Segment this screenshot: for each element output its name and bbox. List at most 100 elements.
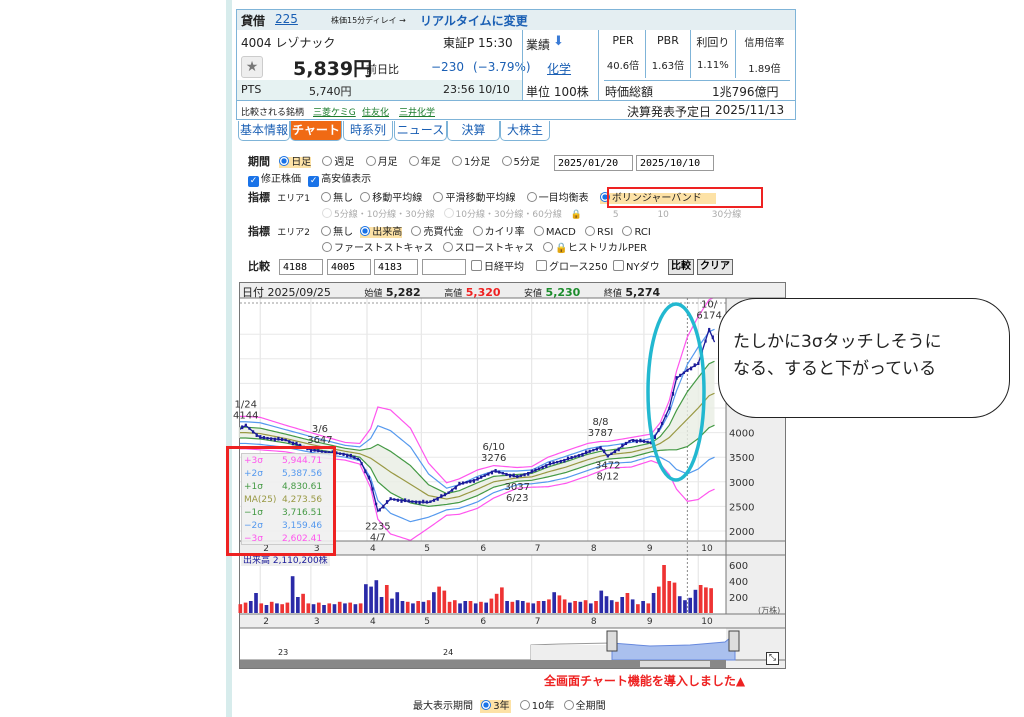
area2-macd[interactable]: MACD — [533, 226, 576, 238]
compare-link-mitsui[interactable]: 三井化学 — [399, 108, 436, 118]
max-period-10y[interactable]: 10年 — [519, 700, 554, 712]
volume-bar — [337, 601, 342, 613]
end-date-input[interactable] — [636, 155, 714, 171]
price-annotation: 3276 — [481, 453, 506, 464]
period-row: 期間 日足 週足 月足 年足 1分足 5分足 — [248, 155, 741, 173]
area2-rsi[interactable]: RSI — [585, 226, 613, 238]
compare-button[interactable]: 比較 — [668, 259, 694, 275]
price-annotation: 3472 — [595, 461, 620, 472]
navigator-left-handle — [606, 630, 618, 652]
area2-volume[interactable]: 出来高 — [360, 226, 403, 238]
compare-code-4[interactable] — [422, 259, 466, 275]
volume-bar — [395, 592, 400, 613]
bb-legend-label: +3σ — [244, 456, 263, 466]
favorite-star-button[interactable]: ★ — [241, 56, 263, 78]
tab-basic-info[interactable]: 基本情報 — [238, 121, 290, 141]
volume-bar — [609, 600, 614, 613]
volume-bar — [437, 586, 441, 613]
navigator-selection — [611, 632, 736, 661]
compare-code-2[interactable] — [327, 259, 371, 275]
y-tick-label: 2000 — [729, 527, 754, 538]
area1-sma[interactable]: 移動平均線 — [360, 192, 422, 204]
volume-bar — [615, 601, 619, 613]
area2-slow-stochastic[interactable]: スローストキャス — [442, 242, 534, 254]
area2-none[interactable]: 無し — [321, 226, 353, 238]
bb-legend-row: +2σ 5,387.56 — [244, 468, 332, 481]
tab-earnings[interactable]: 決算 — [447, 121, 500, 141]
area1-ichimoku[interactable]: 一目均衡表 — [526, 192, 589, 204]
volume-bar — [316, 602, 321, 613]
compare-link-mitsubishi[interactable]: 三菱ケミG — [313, 108, 356, 118]
bb-legend-label: −2σ — [244, 521, 263, 531]
sector-link[interactable]: 化学 — [547, 62, 572, 76]
area2-deviation[interactable]: カイリ率 — [472, 226, 525, 238]
x-tick-label: 8 — [591, 544, 597, 554]
area1-bollinger[interactable]: ボリンジャーバンド — [599, 192, 716, 204]
volume-bar — [285, 602, 290, 613]
tab-news[interactable]: ニュース — [394, 121, 447, 141]
period-1min[interactable]: 1分足 — [451, 156, 490, 168]
price-annotation: 1/24 — [234, 400, 256, 411]
volume-bar — [578, 601, 583, 613]
period-yearly[interactable]: 年足 — [408, 156, 441, 168]
volume-bar — [583, 600, 588, 613]
area1-ema[interactable]: 平滑移動平均線 — [433, 192, 515, 204]
volume-bar — [672, 582, 677, 613]
area2-fast-stochastic[interactable]: ファーストストキャス — [322, 242, 434, 254]
bb-legend-row: −2σ 3,159.46 — [244, 520, 332, 533]
x-tick-label: 6 — [480, 544, 486, 554]
nydow-checkbox[interactable]: NYダウ — [613, 260, 660, 275]
volume-bar — [683, 600, 687, 613]
price-annotation: 8/8 — [592, 417, 608, 428]
bb-legend: +3σ 5,944.71 +2σ 5,387.56 +1σ 4,830.61 MA(25) 4… — [241, 453, 335, 545]
tab-chart[interactable]: チャート — [290, 121, 342, 141]
clear-button[interactable]: クリア — [697, 259, 733, 275]
volume-bar — [520, 601, 525, 613]
period-5min[interactable]: 5分足 — [501, 156, 540, 168]
area2-turnover[interactable]: 売買代金 — [411, 226, 463, 238]
compare-code-1[interactable] — [279, 259, 323, 275]
fullscreen-icon[interactable]: ⤡ — [766, 652, 779, 665]
period-daily[interactable]: 日足 — [279, 156, 312, 168]
area1-none[interactable]: 無し — [321, 192, 353, 204]
period-weekly[interactable]: 週足 — [322, 156, 354, 168]
price-annotation: 2235 — [365, 521, 390, 532]
nikkei-checkbox[interactable]: 日経平均 — [471, 260, 524, 275]
period-monthly[interactable]: 月足 — [365, 156, 398, 168]
low-value: 5,230 — [545, 286, 581, 299]
start-date-input[interactable] — [554, 155, 633, 171]
tab-major-shareholders[interactable]: 大株主 — [500, 121, 550, 141]
area2-historical-per[interactable]: 🔒ヒストリカルPER — [543, 242, 647, 254]
volume-x-tick-label: 9 — [647, 617, 653, 627]
area2-row: 指標 エリア2 無し 出来高 売買代金 カイリ率 MACD RSI RCI — [248, 225, 741, 242]
tab-time-series[interactable]: 時系列 — [343, 121, 393, 141]
bands — [240, 298, 716, 541]
fullscreen-notice-link[interactable]: 全画面チャート機能を導入しました▲ — [544, 674, 746, 688]
high-low-checkbox[interactable]: ✓ 高安値表示 — [308, 174, 372, 187]
volume-bar — [248, 601, 253, 613]
max-period-3y[interactable]: 3年 — [480, 700, 511, 713]
realtime-link[interactable]: リアルタイムに変更 — [420, 14, 528, 28]
volume-bar — [473, 603, 478, 613]
volume-bar — [416, 601, 421, 613]
volume-bar — [254, 593, 258, 613]
max-period-all[interactable]: 全期間 — [563, 700, 606, 712]
delay-note: 株価15分ディレイ → — [331, 16, 406, 25]
area2-rci[interactable]: RCI — [622, 226, 651, 238]
minute-lines-a: 5分線・10分線・30分線 — [322, 208, 435, 220]
compare-code-3[interactable] — [374, 259, 418, 275]
results-down-arrow-icon[interactable]: ⬇ — [553, 34, 564, 49]
area1-row: 指標 エリア1 無し 移動平均線 平滑移動平均線 一目均衡表 ボリンジャーバンド — [248, 191, 741, 208]
volume-bar — [442, 590, 447, 613]
indicator-label: 指標 — [248, 225, 270, 238]
annotation-callout: たしかに3σタッチしそうに なる、すると下がっている — [718, 298, 1010, 418]
compare-link-sumitomo[interactable]: 住友化 — [362, 108, 390, 118]
adjusted-price-checkbox[interactable]: ✓ 修正株価 — [248, 174, 301, 187]
high-label: 高値 — [444, 289, 463, 299]
index-link[interactable]: 225 — [275, 12, 298, 26]
volume-bar — [557, 595, 562, 613]
metric-value: 1.11% — [696, 60, 729, 71]
growth250-checkbox[interactable]: グロース250 — [536, 260, 608, 275]
volume-bar — [552, 592, 557, 613]
